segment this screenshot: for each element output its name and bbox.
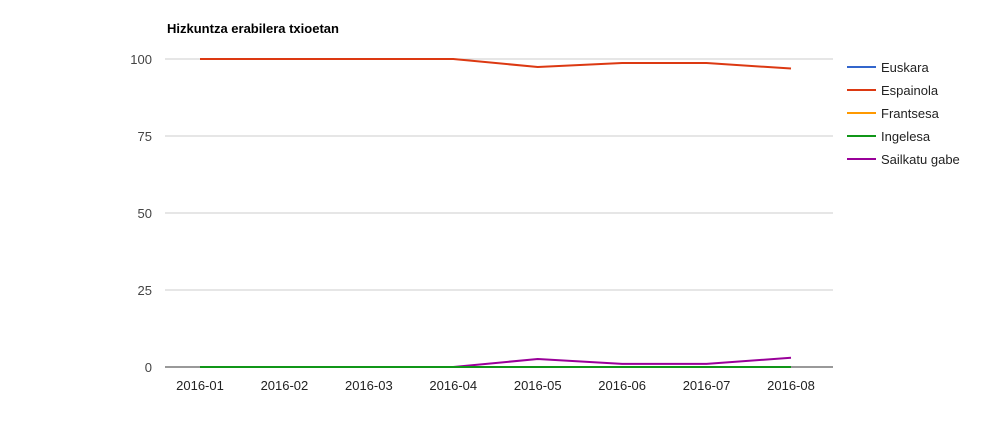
x-tick-label: 2016-01 — [176, 378, 224, 393]
x-tick-label: 2016-07 — [683, 378, 731, 393]
y-tick-label: 100 — [130, 52, 152, 67]
x-tick-label: 2016-05 — [514, 378, 562, 393]
legend-item[interactable]: Espainola — [847, 83, 939, 98]
x-tick-label: 2016-08 — [767, 378, 815, 393]
x-tick-label: 2016-06 — [598, 378, 646, 393]
y-tick-label: 0 — [145, 360, 152, 375]
y-tick-label: 50 — [138, 206, 152, 221]
legend-item[interactable]: Ingelesa — [847, 129, 931, 144]
x-tick-label: 2016-03 — [345, 378, 393, 393]
legend-item[interactable]: Sailkatu gabe — [847, 152, 960, 167]
chart-title: Hizkuntza erabilera txioetan — [167, 21, 339, 36]
legend-label: Frantsesa — [881, 106, 940, 121]
legend-label: Espainola — [881, 83, 939, 98]
x-tick-label: 2016-04 — [429, 378, 477, 393]
legend-item[interactable]: Frantsesa — [847, 106, 940, 121]
legend-label: Ingelesa — [881, 129, 931, 144]
legend-label: Euskara — [881, 60, 929, 75]
legend-label: Sailkatu gabe — [881, 152, 960, 167]
x-tick-label: 2016-02 — [261, 378, 309, 393]
legend-item[interactable]: Euskara — [847, 60, 929, 75]
series-line-espainola[interactable] — [200, 58, 792, 70]
y-tick-label: 25 — [138, 283, 152, 298]
y-tick-label: 75 — [138, 129, 152, 144]
series-line-sailkatu-gabe[interactable] — [200, 356, 792, 368]
